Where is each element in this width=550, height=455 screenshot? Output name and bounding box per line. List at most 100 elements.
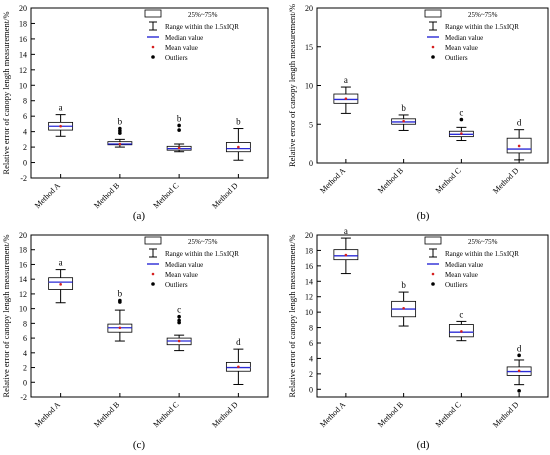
y-tick-label: 6: [23, 112, 27, 121]
legend: 25%~75% Range within the 1.5xIQR Median va…: [424, 236, 519, 289]
legend-outlier-label: Outliers: [445, 54, 468, 62]
legend-outlier-symbol: [151, 282, 155, 286]
y-tick-label: 20: [305, 4, 313, 13]
y-tick-label: 4: [309, 354, 313, 363]
significance-letter: b: [118, 289, 123, 299]
y-tick-label: 2: [23, 364, 27, 373]
legend-box-symbol: [144, 236, 162, 245]
legend-mean-label: Mean value: [445, 271, 478, 279]
panel-a-label: (a): [133, 210, 146, 222]
y-tick-label: 20: [19, 231, 27, 240]
legend-box-symbol: [144, 9, 162, 18]
legend-mean-symbol: [151, 272, 155, 276]
significance-letter: a: [344, 75, 348, 85]
mean-point: [118, 142, 122, 146]
y-tick-label: 12: [305, 293, 313, 302]
box-3: c: [166, 305, 192, 352]
y-tick-label: 18: [19, 246, 27, 255]
box-1: a: [333, 75, 359, 114]
plot-frame: [30, 7, 269, 179]
y-tick-label: 2: [309, 370, 313, 379]
legend-mean-symbol: [151, 45, 155, 49]
y-tick-label: 0: [23, 159, 27, 168]
legend-median-label: Median value: [165, 34, 203, 42]
significance-letter: b: [401, 280, 406, 290]
y-tick-label: 20: [19, 4, 27, 13]
outlier-point: [118, 298, 122, 303]
panel-d: (d) 0 2 4 6 8 10 12 14 16 18 20 Relative error of c…: [287, 226, 549, 451]
mean-point: [517, 144, 521, 148]
legend-mean-label: Mean value: [165, 271, 198, 279]
mean-point: [402, 306, 405, 310]
y-tick-label: 12: [19, 290, 27, 299]
legend-mean-symbol: [431, 272, 435, 276]
x-tick-label: Method D: [491, 400, 521, 430]
box-3: c: [448, 108, 474, 142]
x-tick-label: Method A: [33, 400, 62, 429]
box-4: d: [506, 118, 532, 161]
y-tick-label: 2: [23, 143, 27, 152]
y-tick-label: 4: [23, 349, 27, 358]
plot-frame: [30, 234, 269, 398]
mean-point: [237, 145, 240, 149]
panel-b-label: (b): [417, 210, 430, 222]
y-tick-label: -2: [20, 393, 27, 402]
y-tick-label: 10: [19, 81, 27, 90]
y-tick-label: 15: [305, 43, 313, 52]
significance-letter: a: [59, 103, 63, 113]
x-tick-label: Method B: [376, 400, 405, 429]
significance-letter: b: [118, 117, 123, 127]
y-tick-label: -2: [20, 174, 27, 183]
significance-letter: d: [517, 343, 522, 353]
legend-median-label: Median value: [165, 261, 203, 269]
legend-outlier-symbol: [431, 55, 435, 59]
panel-c-label: (c): [133, 439, 146, 451]
legend-outlier-label: Outliers: [165, 54, 188, 62]
x-tick-label: Method C: [434, 400, 463, 429]
y-tick-label: 0: [23, 378, 27, 387]
x-tick-label: Method C: [151, 400, 180, 429]
legend-box-label: 25%~75%: [468, 11, 498, 19]
y-axis-label: Relative error of canopy length measurem…: [1, 234, 11, 397]
outlier-point: [118, 126, 122, 131]
x-tick-label: Method D: [491, 166, 521, 196]
mean-point: [237, 365, 240, 369]
y-tick-label: 14: [305, 277, 313, 286]
significance-letter: c: [459, 309, 463, 319]
mean-point: [177, 146, 181, 150]
legend-whisker-label: Range within the 1.5xIQR: [445, 23, 519, 31]
y-tick-label: 12: [19, 66, 27, 75]
box-4: d: [225, 337, 251, 385]
x-tick-label: Method A: [33, 181, 62, 210]
mean-point: [59, 124, 62, 128]
mean-point: [460, 330, 463, 333]
legend-outlier-symbol: [431, 282, 435, 286]
y-tick-label: 6: [23, 334, 27, 343]
legend-box-label: 25%~75%: [188, 238, 218, 246]
y-tick-label: 14: [19, 275, 27, 284]
mean-point: [59, 283, 62, 286]
mean-point: [402, 119, 405, 123]
mean-point: [460, 132, 463, 135]
legend-outlier-label: Outliers: [165, 281, 188, 289]
legend-outlier-symbol: [151, 55, 155, 59]
legend-whisker-label: Range within the 1.5xIQR: [445, 250, 519, 258]
y-axis-label: Relative error of canopy length measurem…: [287, 4, 297, 167]
significance-letter: a: [59, 258, 63, 268]
legend-box-symbol: [424, 9, 442, 18]
legend-mean-label: Mean value: [445, 44, 478, 52]
x-tick-label: Method C: [434, 166, 463, 195]
y-tick-label: 8: [309, 324, 313, 333]
legend-mean-symbol: [431, 45, 435, 49]
x-tick-label: Method A: [318, 400, 347, 429]
mean-point: [344, 97, 348, 100]
significance-letter: a: [344, 226, 348, 236]
legend-whisker-label: Range within the 1.5xIQR: [165, 23, 239, 31]
legend-whisker-label: Range within the 1.5xIQR: [165, 250, 239, 258]
legend-median-label: Median value: [445, 261, 483, 269]
y-tick-label: 20: [305, 231, 313, 240]
x-tick-label: Method A: [318, 166, 347, 195]
legend: 25%~75% Range within the 1.5xIQR Median va…: [144, 9, 239, 62]
legend-median-label: Median value: [445, 34, 483, 42]
y-tick-label: 16: [19, 260, 27, 269]
